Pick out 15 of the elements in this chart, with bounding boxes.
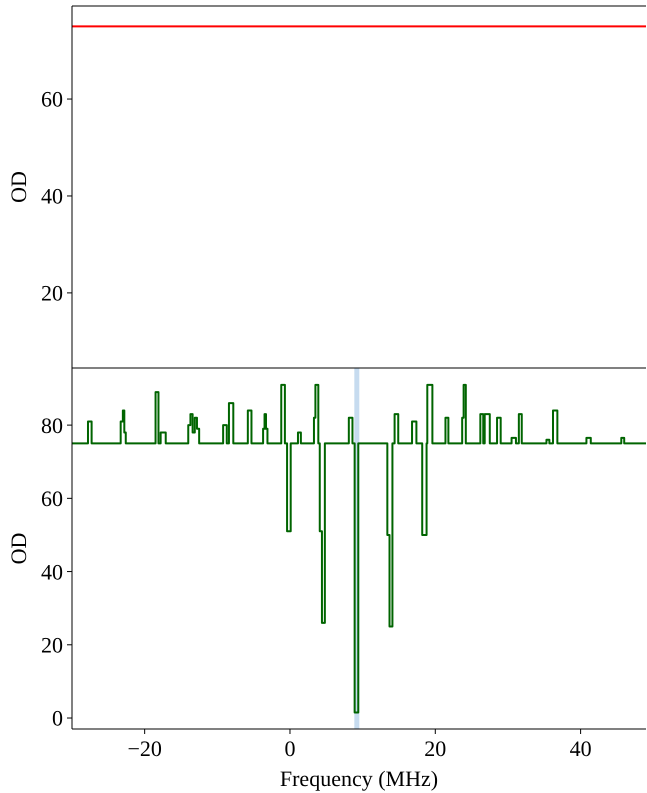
x-tick-label: 40 bbox=[570, 736, 592, 761]
y-tick-label: 80 bbox=[41, 412, 63, 438]
y-axis-title: OD bbox=[6, 532, 31, 564]
x-axis-title: Frequency (MHz) bbox=[280, 766, 438, 791]
y-tick-label: 60 bbox=[41, 486, 63, 512]
y-axis-title: OD bbox=[6, 171, 31, 203]
y-tick-label: 40 bbox=[41, 184, 63, 209]
y-tick-label: 40 bbox=[41, 559, 63, 584]
y-tick-label: 0 bbox=[52, 706, 63, 731]
x-tick-label: −20 bbox=[127, 736, 162, 761]
x-tick-label: 20 bbox=[424, 736, 446, 761]
y-tick-label: 60 bbox=[41, 86, 63, 112]
x-tick-label: 0 bbox=[284, 736, 296, 761]
y-tick-label: 20 bbox=[41, 632, 63, 658]
y-tick-label: 20 bbox=[41, 280, 63, 306]
